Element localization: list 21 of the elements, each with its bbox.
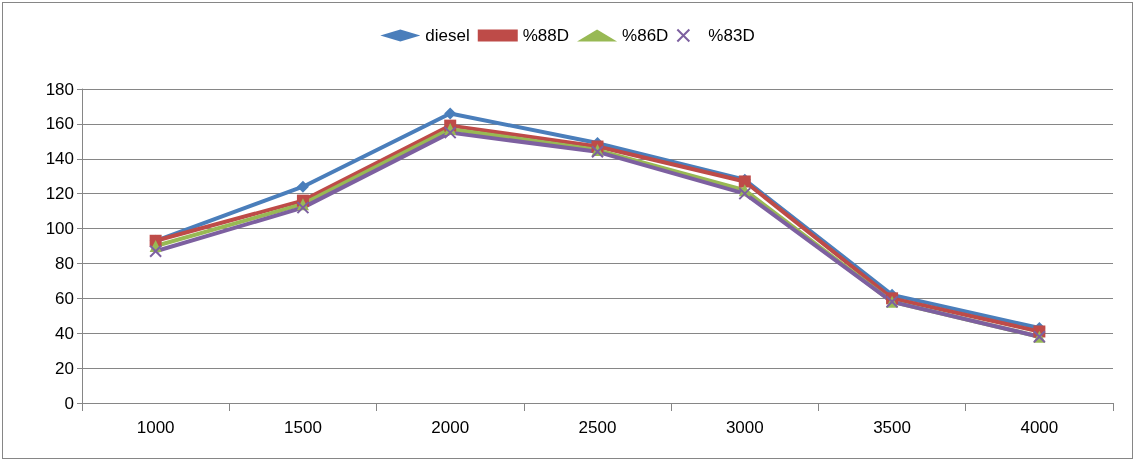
x-tick-label: 3500 — [873, 418, 911, 437]
y-tick-label: 100 — [45, 219, 74, 239]
y-tick-label: 40 — [55, 323, 74, 343]
y-tick-label: 160 — [45, 114, 74, 134]
x-tick-label: 4000 — [1020, 418, 1059, 437]
x-tick-label: 1500 — [284, 418, 322, 437]
legend-label: %88D — [522, 26, 570, 45]
y-tick-label: 60 — [55, 288, 74, 308]
legend-label: %83D — [708, 26, 755, 45]
x-tick-label: 1000 — [136, 418, 175, 437]
legend-label: diesel — [425, 26, 470, 45]
y-tick-label: 120 — [45, 184, 74, 204]
y-tick-label: 80 — [55, 253, 74, 273]
y-tick-label: 140 — [45, 149, 74, 169]
y-tick-label: 180 — [45, 79, 74, 99]
y-tick-label: 20 — [55, 358, 74, 378]
x-tick-label: 2000 — [431, 418, 470, 437]
y-tick-label: 0 — [64, 393, 74, 413]
legend-label: %86D — [622, 26, 669, 45]
x-tick-label: 3000 — [725, 418, 764, 437]
x-tick-label: 2500 — [578, 418, 617, 437]
